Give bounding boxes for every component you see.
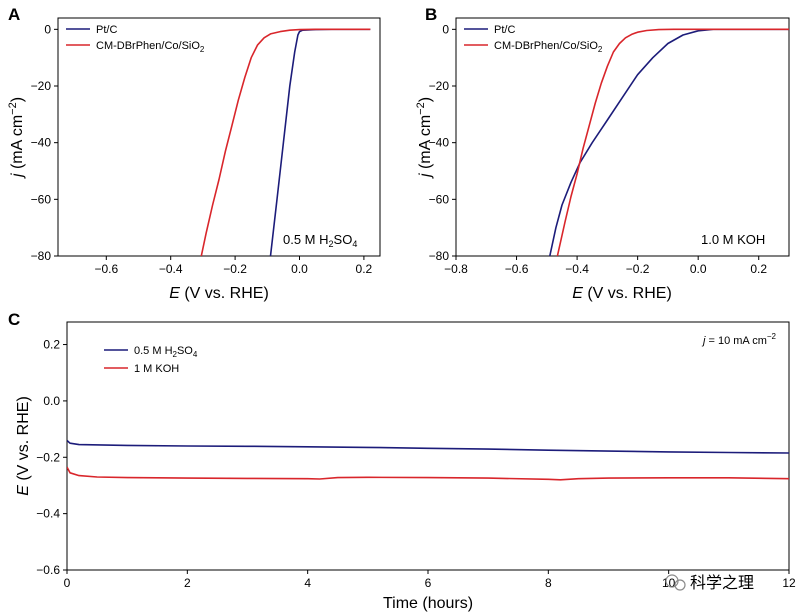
panel-a-frame (57, 17, 381, 257)
panel-a-chart: −0.6 −0.4 −0.2 0.0 0.2 0 −20 −40 −60 −80 Pt/C CM… (7, 17, 381, 302)
panel-b-y-tick-label: −20 (429, 79, 450, 93)
panel-b-y-ticks: 0 −20 −40 −60 −80 (429, 22, 456, 263)
panel-c-series-blue-line (67, 439, 789, 454)
panel-a-series-red-line (200, 28, 371, 256)
panel-b-frame (455, 17, 790, 257)
panel-b-y-axis-label: j (mA cm−2) (415, 97, 434, 179)
panel-b-y-tick-label: −40 (429, 136, 450, 150)
panel-a-y-tick-label: 0 (44, 22, 51, 36)
panel-b-y-tick-label: −80 (429, 249, 450, 263)
panel-letter-a: A (8, 5, 20, 24)
panel-b-x-tick-label: −0.4 (565, 262, 589, 276)
panel-c-x-tick-label: 10 (662, 576, 676, 590)
legend-label-base: 1 M KOH (134, 363, 179, 375)
panel-c-x-tick-label: 6 (425, 576, 432, 590)
panel-c-x-tick-label: 4 (304, 576, 311, 590)
panel-letter-c: C (8, 310, 20, 329)
panel-b-electrolyte-label: 1.0 M KOH (701, 232, 765, 247)
panel-c-y-tick-label: −0.2 (36, 450, 60, 464)
panel-b-plot-area (549, 28, 789, 256)
panel-a-electrolyte-label: 0.5 M H2SO4 (283, 232, 357, 249)
panel-a-y-axis-label: j (mA cm−2) (7, 97, 26, 179)
wechat-icon-bubble (674, 579, 686, 591)
legend-label-pt: Pt/C (494, 24, 515, 36)
panel-a-x-tick-label: 0.0 (291, 262, 308, 276)
panel-c-y-axis-label: E (V vs. RHE) (15, 396, 32, 496)
panel-a-x-axis-label: E (V vs. RHE) (169, 285, 269, 302)
panel-c-y-tick-label: 0.0 (43, 394, 60, 408)
panel-a-x-tick-label: −0.4 (159, 262, 183, 276)
panel-c-series-red-line (67, 466, 789, 481)
panel-b-x-tick-label: −0.8 (444, 262, 468, 276)
watermark: 科学之理 (665, 574, 754, 592)
panel-a-y-tick-label: −80 (31, 249, 52, 263)
panel-b-legend: Pt/C CM-DBrPhen/Co/SiO2 (464, 24, 603, 54)
panel-b-x-tick-label: −0.2 (626, 262, 650, 276)
panel-b-y-tick-label: 0 (442, 22, 449, 36)
panel-b-x-tick-label: 0.0 (690, 262, 707, 276)
panel-b-x-ticks: −0.8 −0.6 −0.4 −0.2 0.0 0.2 (444, 256, 767, 276)
panel-b-x-tick-label: 0.2 (750, 262, 767, 276)
panel-b-series-red-line (556, 28, 789, 256)
panel-a-x-tick-label: −0.6 (94, 262, 118, 276)
watermark-text: 科学之理 (690, 574, 754, 592)
panel-a-y-tick-label: −20 (31, 79, 52, 93)
panel-a-plot-area (200, 28, 371, 256)
legend-label-cm: CM-DBrPhen/Co/SiO2 (96, 40, 205, 54)
panel-c-x-tick-label: 0 (64, 576, 71, 590)
panel-b-x-axis-label: E (V vs. RHE) (572, 285, 672, 302)
panel-a-y-tick-label: −60 (31, 192, 52, 206)
panel-a-x-tick-label: 0.2 (356, 262, 373, 276)
panel-c-x-ticks: 0 2 4 6 8 10 12 (64, 570, 796, 590)
panel-a-x-ticks: −0.6 −0.4 −0.2 0.0 0.2 (94, 256, 373, 276)
panel-c-chart: 0 2 4 6 8 10 12 0.2 0.0 −0.2 −0.4 −0.6 0.5 M H2SO4… (15, 321, 796, 612)
panel-a-x-tick-label: −0.2 (223, 262, 247, 276)
panel-b-x-tick-label: −0.6 (505, 262, 529, 276)
legend-label-cm: CM-DBrPhen/Co/SiO2 (494, 40, 603, 54)
panel-a-legend: Pt/C CM-DBrPhen/Co/SiO2 (66, 24, 205, 54)
panel-c-legend: 0.5 M H2SO4 1 M KOH (104, 345, 198, 375)
panel-c-x-tick-label: 8 (545, 576, 552, 590)
panel-c-x-tick-label: 2 (184, 576, 191, 590)
panel-a-y-tick-label: −40 (31, 136, 52, 150)
panel-a-y-ticks: 0 −20 −40 −60 −80 (31, 22, 58, 263)
panel-c-plot-area (67, 439, 789, 481)
panel-c-y-tick-label: 0.2 (43, 338, 60, 352)
legend-label-pt: Pt/C (96, 24, 117, 36)
legend-label-acid: 0.5 M H2SO4 (134, 345, 198, 359)
panel-b-y-tick-label: −60 (429, 192, 450, 206)
panel-letter-b: B (425, 5, 437, 24)
panel-b-series-blue-line (549, 28, 789, 256)
panel-c-x-axis-label: Time (hours) (383, 595, 473, 612)
panel-b-chart: −0.8 −0.6 −0.4 −0.2 0.0 0.2 0 −20 −40 −60 −80 Pt/… (415, 17, 790, 302)
panel-c-x-tick-label: 12 (782, 576, 796, 590)
panel-c-y-tick-label: −0.6 (36, 563, 60, 577)
panel-c-y-ticks: 0.2 0.0 −0.2 −0.4 −0.6 (36, 338, 67, 577)
panel-a-series-blue-line (269, 28, 371, 256)
panel-c-current-density-label: j = 10 mA cm−2 (701, 332, 777, 347)
panel-c-y-tick-label: −0.4 (36, 507, 60, 521)
